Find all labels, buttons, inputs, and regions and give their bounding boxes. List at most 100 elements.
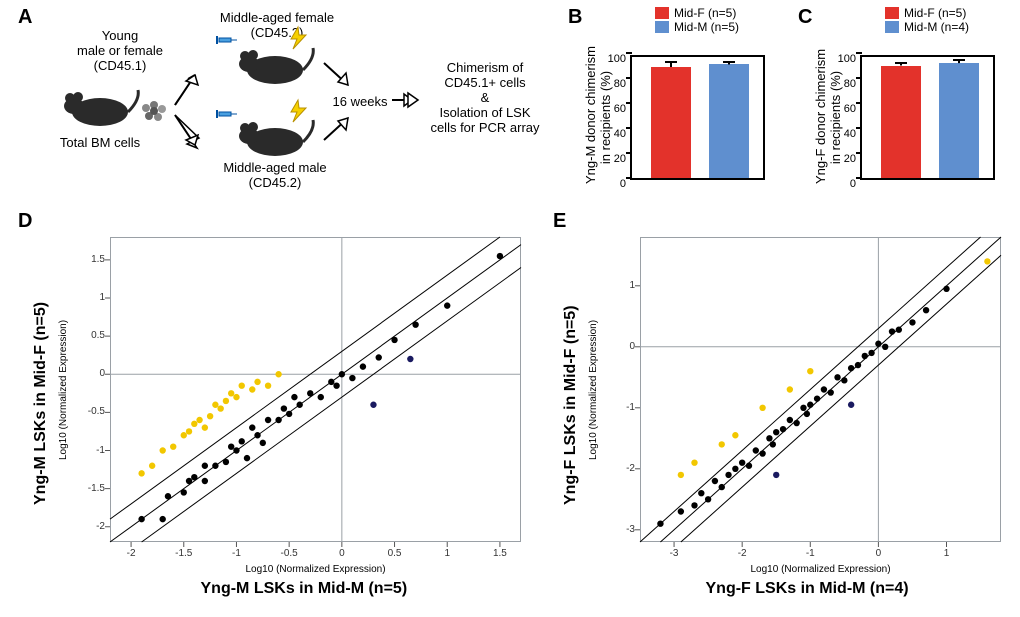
x-tick-label: 0.5 (383, 548, 407, 559)
y-tick-mark (856, 52, 862, 54)
y-tick-label: 0 (850, 178, 862, 190)
x-axis-sublabel: Log10 (Normalized Expression) (751, 564, 891, 575)
y-tick-label: 1.5 (80, 254, 105, 265)
y-tick-label: -1 (610, 402, 635, 413)
y-tick-label: 1 (610, 280, 635, 291)
y-axis-label: Yng-F donor chimerismin recipients (%) (813, 51, 843, 184)
y-tick-mark (626, 152, 632, 154)
y-axis-label: Yng-M LSKs in Mid-F (n=5) (32, 301, 50, 504)
legend-label: Mid-F (n=5) (904, 6, 966, 20)
panel-d-scatter: -2-1.5-1-0.500.511.5-2-1.5-1-0.500.511.5… (28, 225, 533, 610)
female-line1: Middle-aged female (207, 10, 347, 25)
x-tick-label: -3 (662, 548, 686, 559)
y-tick-label: 0 (620, 178, 632, 190)
bar (881, 66, 921, 179)
y-tick-mark (626, 127, 632, 129)
out-line3: & (420, 90, 550, 105)
chart-frame: 020406080100 (630, 55, 765, 180)
y-tick-mark (626, 77, 632, 79)
y-tick-mark (856, 77, 862, 79)
error-bar (891, 61, 911, 68)
out-line5: cells for PCR array (420, 120, 550, 135)
x-tick-label: -0.5 (277, 548, 301, 559)
y-tick-mark (626, 177, 632, 179)
y-tick-mark (856, 102, 862, 104)
error-bar (949, 58, 969, 65)
y-tick-mark (626, 102, 632, 104)
legend-item: Mid-M (n=5) (655, 20, 739, 34)
legend-item: Mid-F (n=5) (655, 6, 739, 20)
y-tick-label: -2 (610, 463, 635, 474)
out-line4: Isolation of LSK (420, 105, 550, 120)
donor-line1: Young (65, 28, 175, 43)
bar (651, 67, 691, 178)
legend-swatch (655, 21, 669, 33)
y-tick-label: 0 (80, 368, 105, 379)
y-tick-label: -1.5 (80, 483, 105, 494)
y-tick-label: 80 (844, 78, 862, 90)
panel-e-scatter: -3 -2 -1 0 1 -3 -2 -1 0 1 Yng-F LSKs in Mid-M (n=4… (558, 225, 1013, 610)
legend-label: Mid-F (n=5) (674, 6, 736, 20)
x-axis-label: Yng-M LSKs in Mid-M (n=5) (201, 580, 408, 598)
y-tick-label: 60 (614, 103, 632, 115)
y-tick-label: -3 (610, 524, 635, 535)
x-tick-label: 0 (866, 548, 890, 559)
legend: Mid-F (n=5)Mid-M (n=4) (885, 6, 969, 34)
error-bar (719, 60, 739, 67)
panel-b-barchart: Mid-F (n=5)Mid-M (n=5)Yng-M donor chimer… (575, 10, 775, 200)
arrow-icon (320, 110, 360, 150)
y-tick-label: 60 (844, 103, 862, 115)
panel-a-diagram: Young male or female (CD45.1) Total BM c… (10, 10, 540, 190)
x-tick-label: -2 (730, 548, 754, 559)
bar (939, 63, 979, 178)
y-axis-label: Yng-M donor chimerismin recipients (%) (583, 51, 613, 184)
lightning-icon (288, 98, 310, 124)
y-tick-label: 20 (614, 153, 632, 165)
y-tick-label: 100 (838, 53, 862, 65)
bm-label: Total BM cells (40, 135, 160, 150)
arrow-icon (320, 55, 360, 95)
x-tick-label: 0 (330, 548, 354, 559)
out-line1: Chimerism of (420, 60, 550, 75)
donor-line2: male or female (65, 43, 175, 58)
y-tick-label: 40 (614, 128, 632, 140)
x-tick-label: -2 (119, 548, 143, 559)
y-tick-mark (856, 127, 862, 129)
y-tick-label: 100 (608, 53, 632, 65)
y-tick-label: 80 (614, 78, 632, 90)
y-tick-mark (626, 52, 632, 54)
y-tick-label: 40 (844, 128, 862, 140)
x-tick-label: 1 (435, 548, 459, 559)
arrow-icon (388, 88, 424, 112)
arrow-icon (170, 110, 210, 160)
panel-c-barchart: Mid-F (n=5)Mid-M (n=4)Yng-F donor chimer… (805, 10, 1005, 200)
donor-mouse-icon (50, 80, 140, 130)
x-axis-label: Yng-F LSKs in Mid-M (n=4) (706, 580, 909, 598)
y-tick-label: -0.5 (80, 406, 105, 417)
y-axis-sublabel: Log10 (Normalized Expression) (588, 319, 599, 459)
bm-cells-icon (140, 100, 170, 126)
legend-swatch (885, 21, 899, 33)
y-tick-label: 0.5 (80, 330, 105, 341)
y-tick-label: 1 (80, 292, 105, 303)
x-tick-label: -1 (798, 548, 822, 559)
error-bar (661, 60, 681, 69)
x-tick-label: 1 (935, 548, 959, 559)
bar (709, 64, 749, 178)
y-tick-mark (856, 152, 862, 154)
weeks-label: 16 weeks (325, 94, 395, 109)
y-tick-label: -1 (80, 445, 105, 456)
syringe-icon (215, 28, 239, 52)
legend-swatch (655, 7, 669, 19)
legend-item: Mid-M (n=4) (885, 20, 969, 34)
x-tick-label: 1.5 (488, 548, 512, 559)
male-line2: (CD45.2) (210, 175, 340, 190)
legend: Mid-F (n=5)Mid-M (n=5) (655, 6, 739, 34)
legend-label: Mid-M (n=4) (904, 20, 969, 34)
y-tick-label: -2 (80, 521, 105, 532)
y-tick-mark (856, 177, 862, 179)
y-tick-label: 20 (844, 153, 862, 165)
y-tick-label: 0 (610, 341, 635, 352)
arrow-icon (170, 65, 210, 115)
legend-swatch (885, 7, 899, 19)
